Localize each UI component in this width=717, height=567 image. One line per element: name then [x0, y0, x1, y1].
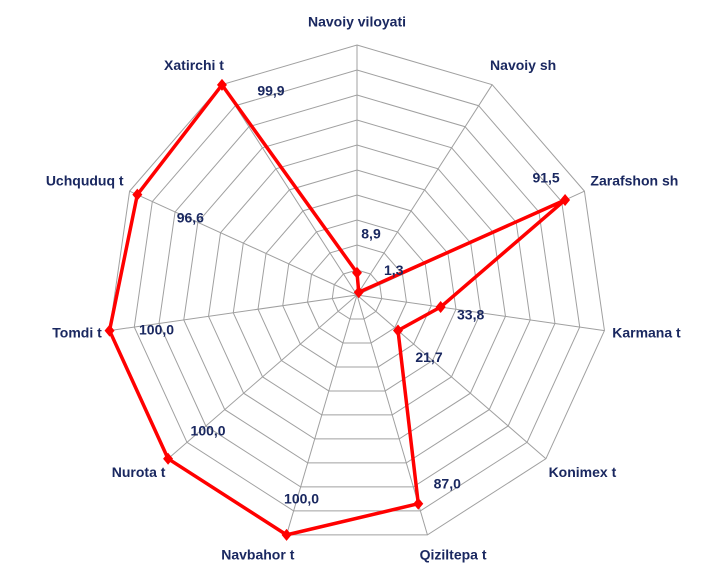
value-label: 33,8	[457, 307, 484, 323]
value-label: 1,3	[384, 262, 404, 278]
axis-spoke	[221, 84, 358, 296]
axis-spoke	[129, 190, 358, 296]
axis-spoke	[167, 294, 358, 460]
value-label: 100,0	[284, 491, 319, 507]
value-label: 87,0	[434, 475, 461, 491]
category-label: Navoiy viloyati	[308, 14, 406, 30]
axis-spoke	[356, 294, 605, 332]
value-label: 8,9	[361, 225, 381, 241]
marker	[352, 266, 362, 279]
category-label: Nurota t	[112, 464, 166, 480]
marker	[281, 528, 292, 541]
axis-spoke	[286, 294, 358, 536]
axis-spoke	[109, 294, 358, 332]
marker	[413, 497, 424, 510]
marker	[163, 452, 174, 465]
marker	[560, 193, 571, 206]
grid-ring	[257, 194, 457, 392]
category-label: Zarafshon sh	[590, 173, 678, 189]
marker	[104, 324, 115, 337]
category-label: Xatirchi t	[164, 57, 224, 73]
axis-spoke	[356, 84, 493, 296]
grid-ring	[133, 69, 581, 512]
grid-ring	[208, 144, 506, 440]
value-label: 91,5	[532, 170, 559, 186]
marker	[435, 301, 446, 314]
category-label: Navoiy sh	[490, 57, 556, 73]
category-label: Uchquduq t	[46, 173, 124, 189]
grid-ring	[282, 219, 432, 368]
value-label: 21,7	[415, 349, 442, 365]
category-label: Konimex t	[549, 464, 617, 480]
marker	[132, 188, 143, 201]
category-label: Qiziltepa t	[420, 547, 487, 563]
axis-spoke	[356, 294, 547, 460]
marker	[353, 286, 364, 299]
value-label: 100,0	[191, 422, 226, 438]
grid-ring	[158, 94, 556, 488]
value-label: 100,0	[139, 321, 174, 337]
series-line	[107, 83, 567, 537]
value-label: 99,9	[257, 83, 284, 99]
category-label: Navbahor t	[221, 547, 294, 563]
category-label: Tomdi t	[52, 324, 102, 340]
marker	[216, 78, 227, 91]
marker	[392, 324, 403, 337]
value-label: 96,6	[177, 209, 204, 225]
grid-ring	[232, 169, 482, 416]
grid-ring	[109, 44, 605, 536]
grid-ring	[183, 119, 531, 464]
category-label: Karmana t	[612, 324, 681, 340]
grid-ring	[306, 244, 408, 344]
